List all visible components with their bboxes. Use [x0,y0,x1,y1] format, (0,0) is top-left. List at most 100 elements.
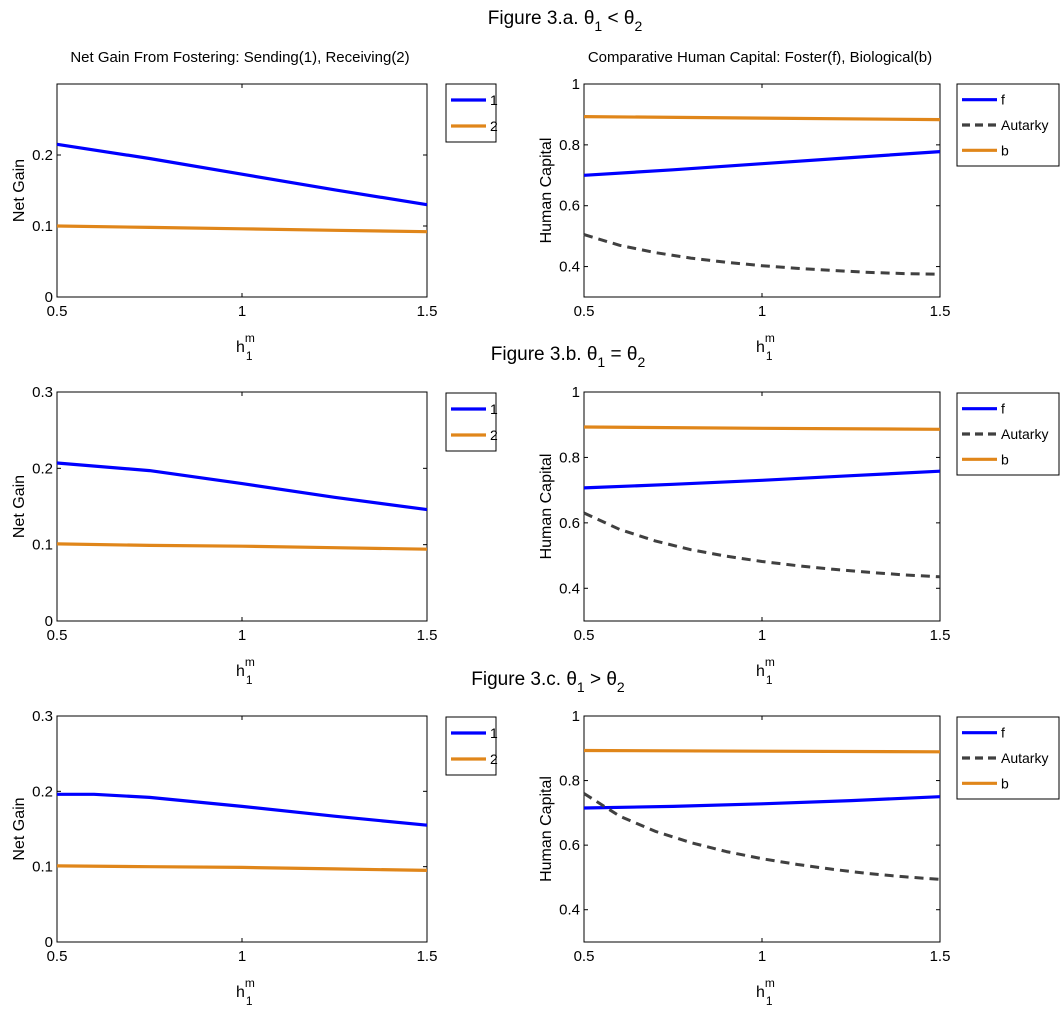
x-tick-label: 1 [238,303,246,320]
series-line-b [583,748,941,754]
y-tick-label: 1 [572,384,580,401]
y-tick-label: 0.3 [32,708,53,725]
series-line-f [583,469,941,490]
y-tick-label: 0.4 [559,902,580,919]
legend-box [445,392,497,452]
y-tick-label: 0.2 [32,147,53,164]
x-axis-label: hm 1 [756,976,775,1008]
legend-label: b [1001,142,1009,158]
x-tick-label: 1 [238,627,246,644]
series-line-1 [56,461,428,512]
legend-label: 2 [490,118,498,134]
y-tick-label: 0.6 [559,837,580,854]
y-axis-label: Net Gain [11,475,28,538]
y-tick-label: 0.1 [32,218,53,235]
y-tick-label: 0.2 [32,460,53,477]
legend: f Autarky b [956,83,1060,167]
x-axis-label: hm 1 [756,655,775,687]
plot-area [56,83,428,298]
series-line-autarky [583,792,941,881]
x-tick-label: 0.5 [47,627,68,644]
legend-label: b [1001,451,1009,467]
series-line-2 [56,864,428,872]
y-tick-label: 0 [45,289,53,306]
panel-3.b-right: 0.5 1 1.5 0.4 0.6 0.8 1 Human Capital hm 1 f Autark… [538,384,1060,687]
x-tick-label: 1.5 [930,627,951,644]
y-tick-label: 0.4 [559,259,580,276]
x-tick-label: 0.5 [574,303,595,320]
x-tick-label: 1 [758,627,766,644]
series-line-2 [56,542,428,551]
x-tick-label: 0.5 [574,948,595,965]
legend-label: f [1001,92,1005,108]
legend-label: Autarky [1001,117,1048,133]
y-tick-label: 0.1 [32,537,53,554]
y-tick-label: 0.6 [559,198,580,215]
y-axis-label: Net Gain [11,159,28,222]
series-line-b [583,425,941,431]
panel-3.c-right: 0.5 1 1.5 0.4 0.6 0.8 1 Human Capital hm 1 f Autark… [538,708,1060,1008]
legend-label: Autarky [1001,426,1048,442]
series-line-1 [57,792,428,827]
x-tick-label: 1 [238,948,246,965]
series-line-1 [56,142,428,207]
series-line-f [583,150,941,177]
y-tick-label: 0.3 [32,384,53,401]
legend-box [445,716,497,776]
y-axis-label: Human Capital [538,138,555,244]
y-axis-label: Net Gain [11,797,28,860]
y-tick-label: 1 [572,76,580,93]
x-axis-label: hm 1 [236,976,255,1008]
y-tick-label: 0.1 [32,859,53,876]
figure-title-3c: Figure 3.c. θ1 > θ2 [471,669,625,695]
legend-label: f [1001,725,1005,741]
series-line-f [583,795,941,810]
y-tick-label: 0 [45,613,53,630]
legend-box [956,392,1060,476]
x-tick-label: 1.5 [417,303,438,320]
plot-area [56,391,428,622]
x-tick-label: 0.5 [574,627,595,644]
legend: 12 [445,83,498,143]
figure-title-3b: Figure 3.b. θ1 = θ2 [491,344,646,370]
series-line-2 [56,224,428,234]
legend-label: 1 [490,92,498,108]
panel-3.c-left: 0.5 1 1.5 0 0.1 0.2 0.3 Net Gain hm 1 12 [11,708,498,1008]
x-tick-label: 1.5 [417,627,438,644]
x-axis-label: hm 1 [756,331,775,363]
x-tick-label: 1.5 [417,948,438,965]
left-column-title: Net Gain From Fostering: Sending(1), Rec… [70,49,409,66]
x-axis-label: hm 1 [236,331,255,363]
x-tick-label: 0.5 [47,303,68,320]
y-tick-label: 0.8 [559,449,580,466]
legend-label: b [1001,775,1009,791]
plot-area [583,715,941,943]
y-tick-label: 0.2 [32,783,53,800]
x-tick-label: 1.5 [930,303,951,320]
y-axis-label: Human Capital [538,454,555,560]
series-line-b [583,115,941,122]
legend-box [956,716,1060,800]
legend-label: f [1001,401,1005,417]
legend: 12 [445,716,498,776]
panel-3.b-left: 0.5 1 1.5 0 0.1 0.2 0.3 Net Gain hm 1 1 2 [11,384,498,687]
y-tick-label: 1 [572,708,580,725]
legend-label: 1 [490,401,498,417]
figure-title-3a: Figure 3.a. θ1 < θ2 [488,8,643,34]
legend-label: 2 [490,427,498,443]
y-tick-label: 0.4 [559,580,580,597]
y-tick-label: 0 [45,934,53,951]
x-tick-label: 1.5 [930,948,951,965]
legend-box [956,83,1060,167]
x-axis-label: hm 1 [236,655,255,687]
legend-label: Autarky [1001,750,1048,766]
x-tick-label: 0.5 [47,948,68,965]
x-tick-label: 1 [758,303,766,320]
panel-3.a-right: 0.5 1 1.5 0.4 0.6 0.8 1 Human Capital hm 1 f Autark… [538,76,1060,363]
y-tick-label: 0.8 [559,773,580,790]
y-axis-label: Human Capital [538,776,555,882]
legend-label: 1 [490,725,498,741]
series-line-autarky [583,233,941,276]
